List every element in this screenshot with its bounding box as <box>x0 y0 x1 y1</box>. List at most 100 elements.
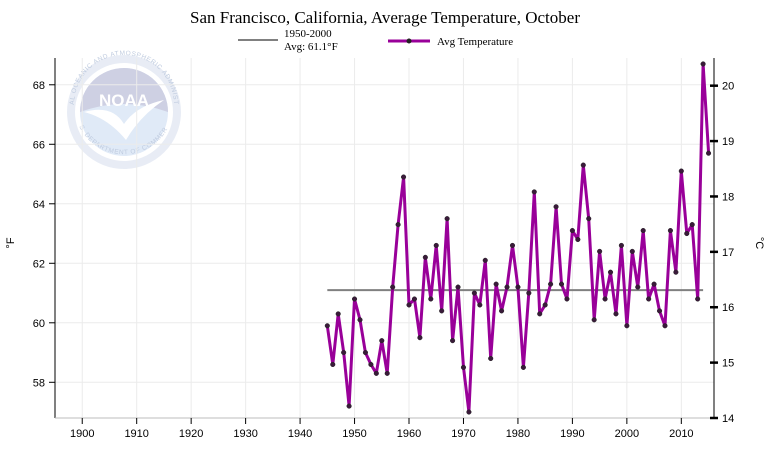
data-point <box>362 349 368 356</box>
series-layer <box>324 61 712 415</box>
y2-tick-label: 20 <box>722 81 734 93</box>
legend-reference-name: 1950-2000 <box>284 28 332 40</box>
data-point <box>455 284 461 290</box>
data-point <box>569 228 575 234</box>
data-point <box>629 248 635 254</box>
data-point <box>488 355 494 362</box>
data-point <box>499 308 505 314</box>
y2-axis-label: °C <box>753 237 765 249</box>
data-point <box>351 296 358 302</box>
data-point <box>613 311 619 317</box>
data-point <box>700 61 706 67</box>
y2-tick-label: 18 <box>722 191 734 203</box>
data-point <box>341 349 347 356</box>
data-point <box>526 290 532 296</box>
y-tick-label: 62 <box>33 258 45 270</box>
data-point <box>689 222 695 228</box>
data-point <box>624 323 630 329</box>
x-tick-label: 1970 <box>451 428 475 440</box>
data-point <box>558 281 565 287</box>
data-point <box>607 269 614 275</box>
data-point <box>646 296 652 302</box>
noaa-logo-text: NOAA <box>99 91 149 110</box>
x-tick-label: 1960 <box>397 428 421 440</box>
y2-tick-label: 15 <box>722 358 734 370</box>
data-point <box>482 257 488 263</box>
data-point <box>662 323 668 329</box>
data-point <box>509 242 516 248</box>
y-tick-label: 66 <box>33 139 45 151</box>
y2-tick-label: 16 <box>722 302 734 314</box>
data-point <box>651 281 657 287</box>
legend-series-name: Avg Temperature <box>437 36 513 48</box>
data-point <box>330 361 336 367</box>
data-point <box>466 409 472 415</box>
data-point <box>586 216 592 222</box>
data-point <box>564 296 570 302</box>
data-point <box>384 370 390 376</box>
legend-reference-label: Avg: 61.1°F <box>284 41 338 53</box>
data-point <box>395 222 401 228</box>
data-point <box>515 284 521 290</box>
x-tick-label: 1900 <box>70 428 94 440</box>
data-point <box>695 296 701 302</box>
legend-series-marker <box>406 38 412 44</box>
data-point <box>602 296 608 302</box>
x-tick-label: 1940 <box>288 428 312 440</box>
data-point <box>460 364 467 370</box>
data-point <box>390 284 396 290</box>
x-axis-ticks: 1900 1910 1920 1930 1940 1950 1960 1970 1980 1990… <box>55 417 714 440</box>
data-point <box>520 364 526 370</box>
data-point <box>368 361 374 367</box>
noaa-seal-upper <box>80 68 168 112</box>
noaa-watermark: NOAA NATIONAL OCEANIC AND ATMOSPHERIC AD… <box>0 0 181 169</box>
data-point <box>678 168 684 174</box>
y-tick-label: 58 <box>33 377 45 389</box>
data-point <box>684 230 690 237</box>
data-point <box>504 284 510 290</box>
y-tick-label: 68 <box>33 80 45 92</box>
data-point <box>635 284 641 290</box>
data-point <box>379 338 385 344</box>
data-point <box>618 242 624 248</box>
x-tick-label: 2010 <box>669 428 693 440</box>
y2-tick-label: 14 <box>722 413 734 425</box>
y2-tick-label: 19 <box>722 136 734 148</box>
data-point <box>373 370 379 376</box>
x-tick-label: 1930 <box>233 428 257 440</box>
y2-tick-label: 17 <box>722 247 734 259</box>
data-point <box>667 228 673 234</box>
data-point <box>531 189 537 195</box>
data-point <box>597 248 603 254</box>
data-point <box>575 236 581 243</box>
data-point <box>433 242 439 248</box>
data-point <box>401 174 407 180</box>
legend: 1950-2000 Avg: 61.1°F Avg Temperature <box>238 28 513 53</box>
y-tick-label: 60 <box>33 318 45 330</box>
data-point <box>706 150 712 156</box>
y-axis-label: °F <box>5 237 17 248</box>
noaa-seal-ring <box>67 55 181 169</box>
data-point <box>406 302 412 308</box>
data-point <box>591 317 597 323</box>
data-point <box>553 204 559 210</box>
data-point <box>493 281 499 287</box>
x-tick-label: 1920 <box>179 428 203 440</box>
data-point <box>422 254 428 260</box>
data-point <box>324 323 330 329</box>
data-point <box>477 302 483 308</box>
data-point <box>335 311 341 317</box>
x-tick-label: 1910 <box>124 428 148 440</box>
data-point <box>411 296 418 302</box>
x-tick-label: 1990 <box>560 428 584 440</box>
data-point <box>346 403 352 409</box>
x-tick-label: 1980 <box>506 428 530 440</box>
data-point <box>428 296 434 302</box>
data-point <box>444 216 450 222</box>
y-axis-ticks: 58 60 62 64 66 68 <box>33 80 55 389</box>
data-point <box>640 228 646 234</box>
data-point <box>548 281 554 287</box>
data-point <box>450 338 456 344</box>
data-point <box>673 269 679 275</box>
